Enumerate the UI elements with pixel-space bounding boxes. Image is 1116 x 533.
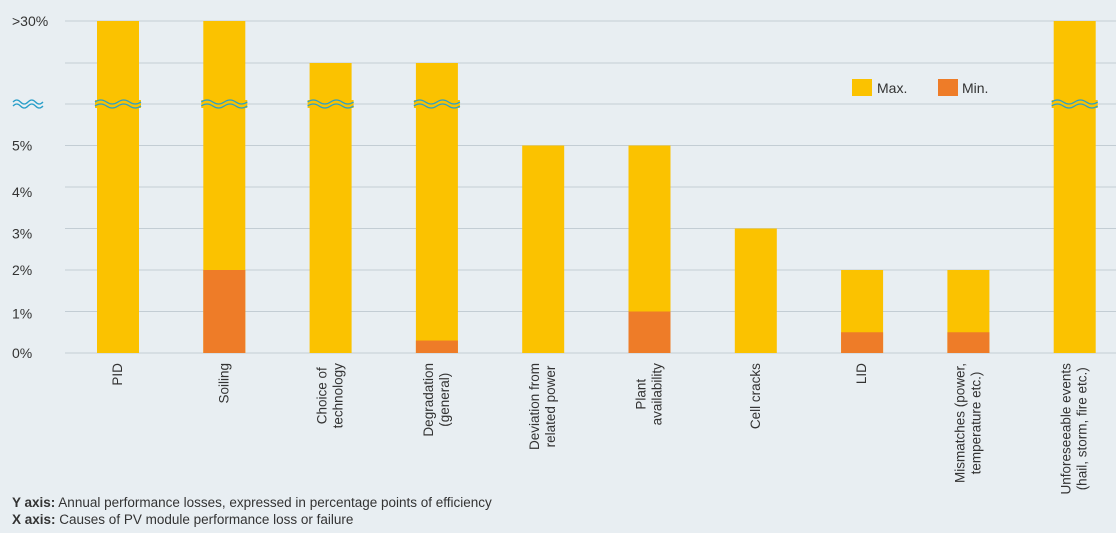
y-tick-label: 0% [12, 345, 32, 361]
legend-label: Min. [962, 80, 988, 96]
axis-notes: Y axis: Annual performance losses, expre… [12, 494, 492, 528]
y-axis-note-label: Y axis: [12, 495, 55, 510]
x-axis-note-text: Causes of PV module performance loss or … [56, 512, 354, 527]
x-category-label: Plantavailability [634, 363, 665, 426]
y-tick-label: >30% [12, 13, 48, 29]
bar-min [629, 312, 671, 354]
legend-swatch [938, 79, 958, 96]
bar-max [735, 229, 777, 354]
bar-min [947, 332, 989, 353]
x-axis-note-label: X axis: [12, 512, 56, 527]
x-category-label: PID [110, 363, 125, 386]
x-category-label: Mismatches (power,temperature etc.) [952, 363, 983, 483]
legend: Max. Min. [852, 79, 988, 96]
x-category-label: Choice oftechnology [315, 363, 346, 429]
x-category-label: Deviation fromrelated power [527, 363, 558, 450]
y-tick-labels: 0% 1% 2% 3% 4% 5% >30% [12, 13, 48, 361]
bar-min [841, 332, 883, 353]
bar-max [97, 21, 139, 353]
x-category-label: Degradation(general) [421, 363, 452, 437]
legend-label: Max. [877, 80, 907, 96]
bar-min [416, 341, 458, 353]
x-category-labels: PID Soiling Choice oftechnology Degradation… [110, 363, 1090, 495]
x-category-label: Unforeseeable events(hail, storm, fire e… [1059, 363, 1090, 495]
y-tick-label: 3% [12, 226, 32, 242]
y-tick-label: 2% [12, 262, 32, 278]
y-tick-label: 4% [12, 184, 32, 200]
y-tick-label: 5% [12, 138, 32, 154]
bar-max [1054, 21, 1096, 353]
x-axis-note: X axis: Causes of PV module performance … [12, 511, 492, 528]
bar-min [203, 270, 245, 353]
y-axis-note-text: Annual performance losses, expressed in … [55, 495, 492, 510]
y-tick-label: 1% [12, 306, 32, 322]
axis-break-mark [13, 100, 43, 108]
x-category-label: LID [854, 363, 869, 384]
x-category-label: Cell cracks [748, 363, 763, 429]
bar-max [522, 146, 564, 354]
legend-swatch [852, 79, 872, 96]
y-axis-note: Y axis: Annual performance losses, expre… [12, 494, 492, 511]
x-category-label: Soiling [216, 363, 231, 404]
